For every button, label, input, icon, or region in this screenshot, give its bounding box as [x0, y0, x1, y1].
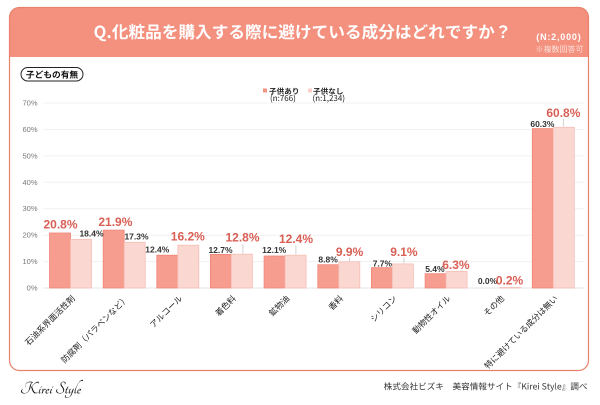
svg-text:0.0%: 0.0% — [478, 276, 498, 286]
svg-text:17.3%: 17.3% — [124, 232, 149, 242]
svg-text:0.2%: 0.2% — [496, 273, 524, 287]
svg-text:60.3%: 60.3% — [530, 119, 555, 129]
svg-text:5.4%: 5.4% — [425, 264, 445, 274]
svg-text:12.1%: 12.1% — [262, 245, 287, 255]
svg-text:8.8%: 8.8% — [318, 254, 338, 264]
svg-text:12.7%: 12.7% — [208, 245, 233, 255]
svg-text:0%: 0% — [27, 284, 38, 293]
svg-text:10%: 10% — [22, 257, 37, 266]
svg-text:20%: 20% — [22, 231, 37, 240]
svg-text:9.9%: 9.9% — [336, 245, 364, 259]
svg-text:7.7%: 7.7% — [373, 259, 393, 269]
svg-text:16.2%: 16.2% — [171, 230, 205, 244]
svg-text:18.4%: 18.4% — [79, 229, 104, 239]
svg-text:50%: 50% — [22, 151, 37, 160]
svg-text:60.8%: 60.8% — [546, 106, 580, 120]
svg-text:20.8%: 20.8% — [43, 218, 77, 232]
svg-text:6.3%: 6.3% — [442, 258, 470, 272]
svg-text:12.4%: 12.4% — [145, 245, 170, 255]
svg-text:12.8%: 12.8% — [225, 230, 259, 244]
svg-text:60%: 60% — [22, 125, 37, 134]
svg-text:9.1%: 9.1% — [390, 245, 418, 259]
svg-text:30%: 30% — [22, 204, 37, 213]
svg-text:70%: 70% — [22, 99, 37, 108]
svg-text:12.4%: 12.4% — [279, 232, 313, 246]
svg-text:(N:2,000): (N:2,000) — [536, 32, 581, 42]
svg-text:21.9%: 21.9% — [98, 215, 132, 229]
svg-text:40%: 40% — [22, 178, 37, 187]
